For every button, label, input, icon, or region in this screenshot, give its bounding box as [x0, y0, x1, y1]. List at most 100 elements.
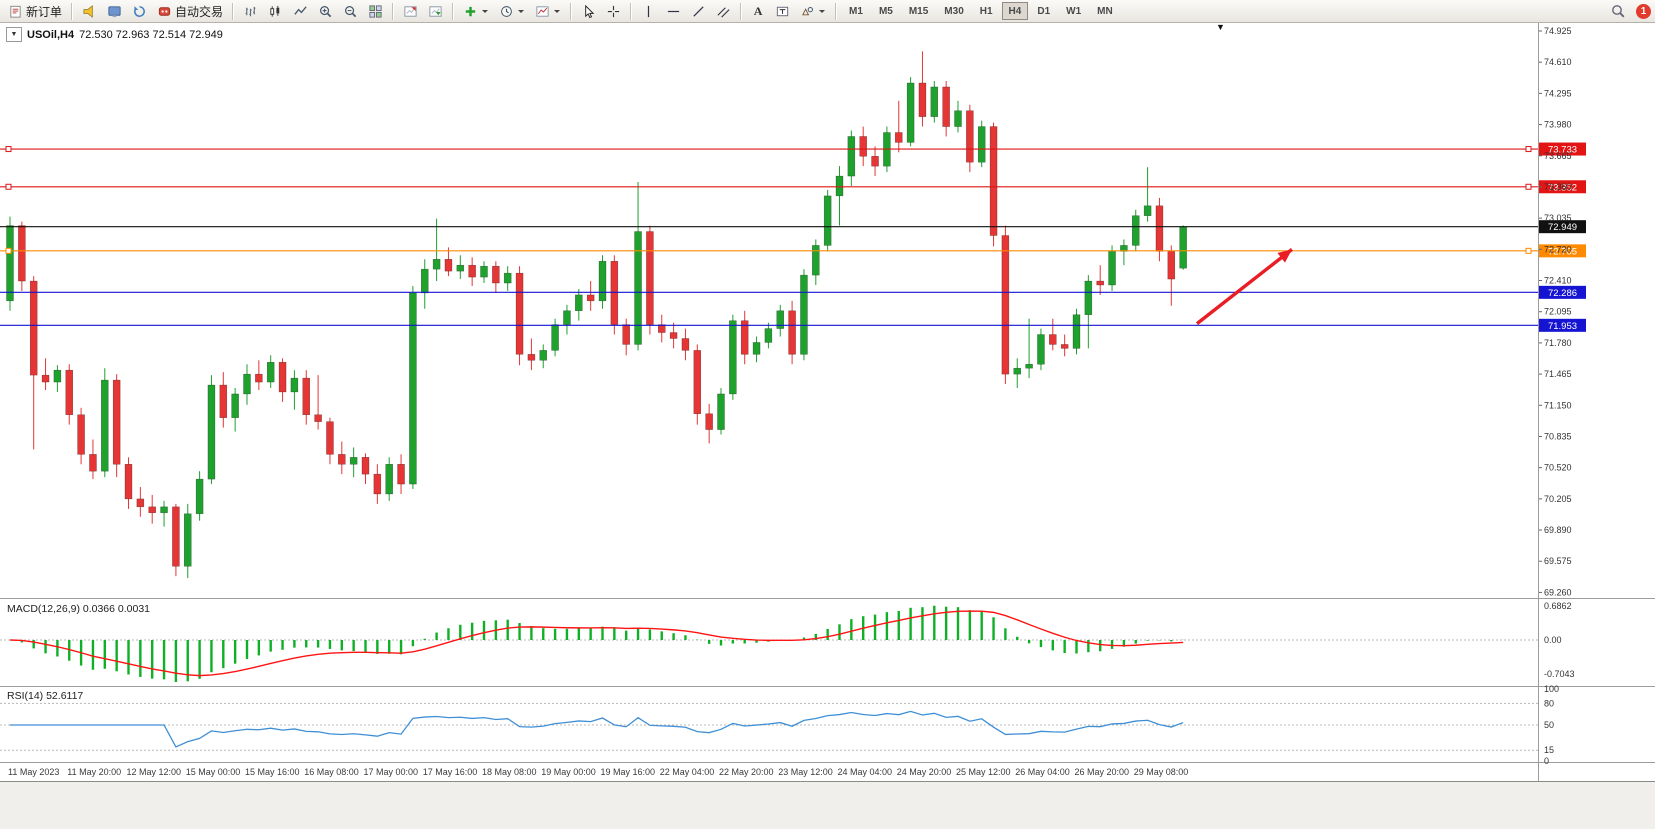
notification-badge[interactable]: 1	[1636, 3, 1651, 19]
price-badge-72.949	[1539, 220, 1586, 234]
alerts-button[interactable]	[78, 1, 101, 21]
toolbar-separator	[570, 2, 573, 20]
toolbar-separator	[630, 2, 633, 20]
new-order-label: 新订单	[26, 4, 63, 19]
search-button[interactable]	[1606, 1, 1630, 21]
periods-button[interactable]	[495, 1, 529, 21]
svg-text:74.295: 74.295	[1544, 88, 1572, 98]
timeframe-m5-button[interactable]: M5	[872, 2, 900, 20]
hlines-layer[interactable]	[0, 146, 1538, 326]
zoom-out-button[interactable]	[339, 1, 362, 21]
monitor-icon	[108, 5, 121, 17]
toolbar-separator	[740, 2, 743, 20]
zoom-out-icon	[345, 5, 357, 17]
macd-indicator-label: MACD(12,26,9) 0.0366 0.0031	[7, 603, 151, 615]
text-label-tool-button[interactable]	[771, 1, 794, 21]
refresh-button[interactable]	[128, 1, 151, 21]
crosshair-tool-button[interactable]	[602, 1, 625, 21]
svg-text:17 May 00:00: 17 May 00:00	[364, 767, 419, 777]
auto-trading-label: 自动交易	[175, 4, 224, 19]
crosshair-icon	[607, 5, 620, 17]
channel-tool-button[interactable]	[712, 1, 735, 21]
timeframe-m1-button[interactable]: M1	[842, 2, 870, 20]
market-watch-button[interactable]	[103, 1, 126, 21]
add-indicator-button[interactable]	[459, 1, 493, 21]
timeframe-w1-button[interactable]: W1	[1059, 2, 1088, 20]
trendline-tool-button[interactable]	[687, 1, 710, 21]
svg-text:74.925: 74.925	[1544, 26, 1572, 36]
timeframe-m30-button[interactable]: M30	[937, 2, 970, 20]
trend-arrow-head	[1277, 249, 1292, 263]
zoom-in-button[interactable]	[314, 1, 337, 21]
svg-text:23 May 12:00: 23 May 12:00	[778, 767, 833, 777]
svg-text:19 May 16:00: 19 May 16:00	[601, 767, 656, 777]
trend-arrow[interactable]	[1195, 248, 1294, 325]
macd-layer: 0.6862 0.00 -0.7043	[0, 601, 1575, 682]
text-tool-button[interactable]: A	[747, 1, 769, 21]
price-badge-72.286	[1539, 285, 1586, 299]
timeframe-d1-button[interactable]: D1	[1030, 2, 1057, 20]
shapes-icon	[802, 6, 813, 15]
auto-trading-button[interactable]: 自动交易	[153, 1, 227, 21]
timeframe-h4-button[interactable]: H4	[1001, 2, 1029, 20]
price-badge-71.953	[1539, 318, 1586, 332]
svg-text:70.205: 70.205	[1544, 494, 1572, 504]
svg-text:73.035: 73.035	[1544, 213, 1572, 223]
svg-text:72.095: 72.095	[1544, 307, 1572, 317]
symbol-dropdown[interactable]: ▼	[6, 27, 22, 42]
text-label-icon	[776, 6, 789, 16]
tile-windows-icon	[369, 4, 382, 18]
tile-windows-button[interactable]	[364, 1, 387, 21]
zoom-in-icon	[320, 5, 332, 17]
shapes-tool-button[interactable]	[796, 1, 830, 21]
svg-text:72.705: 72.705	[1548, 246, 1577, 257]
chart-shift-button[interactable]	[399, 1, 422, 21]
line-chart-icon	[294, 5, 307, 15]
candlestick-icon	[270, 5, 280, 17]
templates-button[interactable]	[531, 1, 565, 21]
svg-text:0.6862: 0.6862	[1544, 601, 1572, 611]
svg-text:24 May 20:00: 24 May 20:00	[897, 767, 952, 777]
svg-text:69.260: 69.260	[1544, 587, 1572, 597]
cursor-icon	[585, 4, 595, 18]
horn-icon	[83, 4, 93, 18]
svg-text:16 May 08:00: 16 May 08:00	[304, 767, 359, 777]
timeframe-h1-button[interactable]: H1	[973, 2, 1000, 20]
arrow-layer[interactable]	[1195, 248, 1294, 325]
bar-chart-button[interactable]	[239, 1, 262, 21]
toolbar-right-group: 1	[1606, 1, 1651, 21]
candles-layer	[6, 51, 1187, 579]
svg-text:19 May 00:00: 19 May 00:00	[541, 767, 596, 777]
svg-text:22 May 04:00: 22 May 04:00	[660, 767, 715, 777]
auto-scroll-icon	[429, 5, 442, 17]
line-chart-button[interactable]	[289, 1, 312, 21]
refresh-icon	[134, 5, 145, 17]
svg-text:11 May 2023: 11 May 2023	[8, 767, 59, 777]
chart-canvas[interactable]: 0.68620.00-0.7043100805015073.73373.3527…	[0, 23, 1655, 829]
svg-text:69.890: 69.890	[1544, 525, 1572, 535]
search-icon	[1612, 5, 1625, 18]
new-order-button[interactable]: 新订单	[4, 1, 66, 21]
cursor-tool-button[interactable]	[577, 1, 600, 21]
svg-text:50: 50	[1544, 720, 1554, 730]
horizontal-line-tool-button[interactable]	[662, 1, 685, 21]
candlestick-chart-button[interactable]	[264, 1, 287, 21]
svg-text:15 May 16:00: 15 May 16:00	[245, 767, 300, 777]
rsi-layer: 100 80 50 150	[0, 684, 1559, 766]
toolbar-separator	[452, 2, 455, 20]
horizontal-line-icon	[667, 10, 680, 12]
panels-layer	[0, 23, 1655, 829]
timeframe-m15-button[interactable]: M15	[902, 2, 935, 20]
timeframe-mn-button[interactable]: MN	[1090, 2, 1120, 20]
svg-text:17 May 16:00: 17 May 16:00	[423, 767, 478, 777]
auto-scroll-button[interactable]	[424, 1, 447, 21]
svg-text:22 May 20:00: 22 May 20:00	[719, 767, 774, 777]
svg-text:73.350: 73.350	[1544, 182, 1572, 192]
text-tool-icon: A	[753, 3, 763, 18]
vertical-line-tool-button[interactable]	[637, 1, 660, 21]
svg-text:80: 80	[1544, 698, 1554, 708]
chevron-down-icon	[554, 9, 561, 13]
svg-text:18 May 08:00: 18 May 08:00	[482, 767, 537, 777]
svg-text:73.352: 73.352	[1548, 182, 1577, 193]
svg-text:11 May 20:00: 11 May 20:00	[67, 767, 121, 777]
